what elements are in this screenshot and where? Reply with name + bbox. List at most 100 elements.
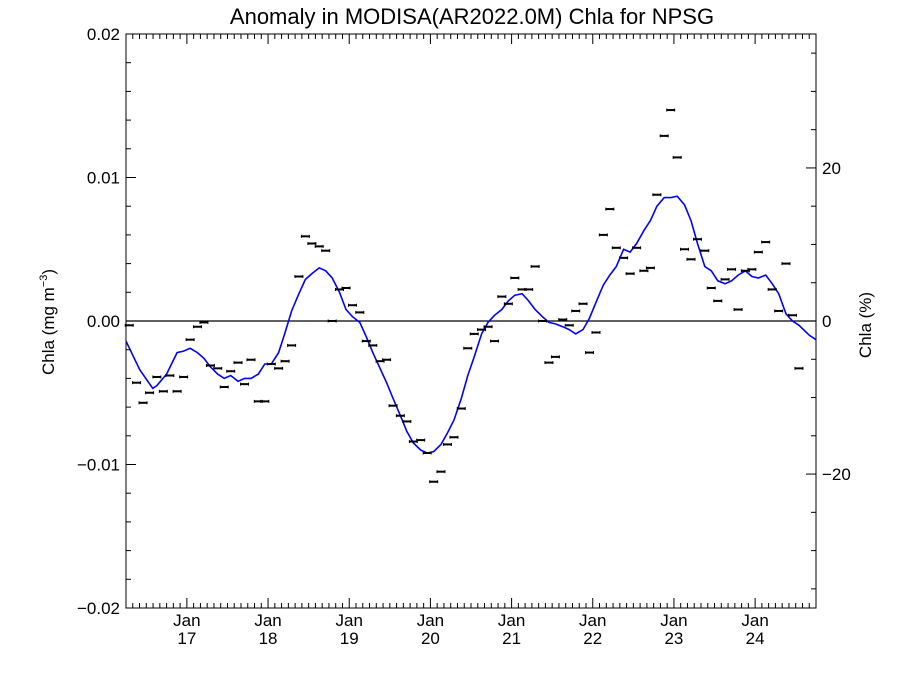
- anomaly-point: [767, 287, 777, 291]
- anomaly-point: [240, 382, 250, 386]
- x-tick-label-month: Jan: [498, 611, 525, 630]
- anomaly-point: [382, 358, 392, 362]
- anomaly-point: [645, 266, 655, 270]
- anomaly-point: [537, 319, 547, 323]
- y-left-tick-label: 0.02: [87, 25, 120, 44]
- x-tick-label-year: 19: [340, 629, 359, 648]
- x-tick-label-year: 24: [746, 629, 765, 648]
- anomaly-point: [429, 480, 439, 484]
- anomaly-point: [463, 346, 473, 350]
- anomaly-point: [347, 303, 357, 307]
- y-axis-label-left-sup: −3: [38, 275, 50, 288]
- anomaly-point: [246, 358, 256, 362]
- anomaly-point: [185, 338, 195, 342]
- anomaly-point: [260, 399, 270, 403]
- anomaly-point: [402, 419, 412, 423]
- anomaly-point: [213, 366, 223, 370]
- anomaly-point: [598, 233, 608, 237]
- anomaly-point: [632, 246, 642, 250]
- anomaly-point: [341, 286, 351, 290]
- x-tick-label-month: Jan: [417, 611, 444, 630]
- anomaly-point: [544, 361, 554, 365]
- anomaly-point: [639, 269, 649, 273]
- anomaly-point: [558, 318, 568, 322]
- x-tick-label-month: Jan: [336, 611, 363, 630]
- anomaly-point: [469, 332, 479, 336]
- anomaly-point: [294, 275, 304, 279]
- x-tick-label-month: Jan: [660, 611, 687, 630]
- y-left-tick-label: 0.01: [87, 169, 120, 188]
- anomaly-point: [368, 343, 378, 347]
- anomaly-point: [388, 404, 398, 408]
- anomaly-point: [490, 339, 500, 343]
- smoothed-anomaly-line: [125, 195, 817, 454]
- anomaly-point: [321, 249, 331, 253]
- anomaly-point: [706, 286, 716, 290]
- anomaly-point: [456, 407, 466, 411]
- anomaly-point: [578, 302, 588, 306]
- anomaly-point: [497, 295, 507, 299]
- anomaly-point: [483, 325, 493, 329]
- anomaly-point: [625, 272, 635, 276]
- anomaly-point: [605, 207, 615, 211]
- y-right-tick-label: −20: [822, 465, 851, 484]
- anomaly-point: [192, 325, 202, 329]
- anomaly-point: [395, 414, 405, 418]
- x-tick-label-month: Jan: [579, 611, 606, 630]
- y-axis-label-left-close: ): [39, 269, 58, 275]
- anomaly-point: [314, 244, 324, 248]
- anomaly-point: [266, 362, 276, 366]
- x-tick-label-year: 23: [664, 629, 683, 648]
- anomaly-point: [550, 355, 560, 359]
- anomaly-point: [361, 339, 371, 343]
- anomaly-point: [477, 328, 487, 332]
- anomaly-point: [300, 234, 310, 238]
- anomaly-point: [591, 330, 601, 334]
- anomaly-point: [124, 323, 134, 327]
- anomaly-point: [672, 155, 682, 159]
- anomaly-point: [679, 247, 689, 251]
- x-tick-label-year: 20: [421, 629, 440, 648]
- anomaly-point: [274, 366, 284, 370]
- x-tick-label-month: Jan: [173, 611, 200, 630]
- anomaly-point: [165, 374, 175, 378]
- anomaly-point: [727, 267, 737, 271]
- anomaly-point: [571, 309, 581, 313]
- anomaly-point: [510, 276, 520, 280]
- y-right-tick-label: 20: [822, 159, 841, 178]
- anomaly-point: [753, 250, 763, 254]
- anomaly-point: [686, 257, 696, 261]
- anomaly-point: [422, 451, 432, 455]
- anomaly-point: [611, 246, 621, 250]
- anomaly-point: [720, 277, 730, 281]
- y-axis-label-left: Chla (mg m−3): [38, 269, 58, 375]
- y-left-tick-label: −0.02: [77, 599, 120, 618]
- anomaly-point: [416, 438, 426, 442]
- anomaly-point: [564, 323, 574, 327]
- anomaly-point: [733, 308, 743, 312]
- anomaly-point: [692, 237, 702, 241]
- anomaly-point: [449, 435, 459, 439]
- anomaly-point: [219, 385, 229, 389]
- anomaly-point: [158, 389, 168, 393]
- anomaly-point: [172, 389, 182, 393]
- x-tick-label-month: Jan: [741, 611, 768, 630]
- anomaly-point: [700, 249, 710, 253]
- anomaly-point: [179, 375, 189, 379]
- anomaly-point: [747, 267, 757, 271]
- anomaly-point: [713, 299, 723, 303]
- anomaly-point: [355, 310, 365, 314]
- x-tick-label-year: 21: [502, 629, 521, 648]
- x-tick-label-month: Jan: [254, 611, 281, 630]
- y-right-tick-label: 0: [822, 312, 831, 331]
- anomaly-point: [530, 264, 540, 268]
- anomaly-point: [659, 134, 669, 138]
- x-tick-label-year: 22: [583, 629, 602, 648]
- x-tick-label-year: 17: [177, 629, 196, 648]
- anomaly-point: [145, 391, 155, 395]
- y-axis-label-right: Chla (%): [856, 292, 875, 358]
- anomaly-point: [436, 470, 446, 474]
- anomaly-point: [774, 309, 784, 313]
- anomaly-point: [619, 256, 629, 260]
